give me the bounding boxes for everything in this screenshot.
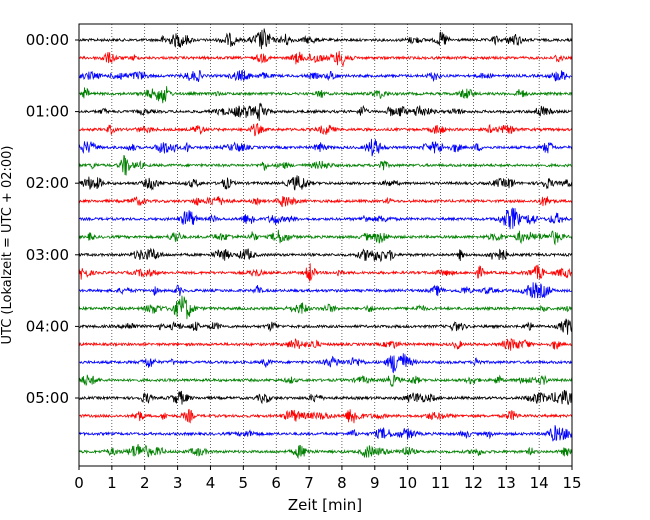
- y-tick-label: 05:00: [26, 389, 69, 407]
- y-axis-ticks: 00:00 01:00 02:00 03:00 04:00 05:00: [26, 31, 79, 407]
- x-axis-ticks: 0 1 2 3 4 5 6 7 8 9 10 11 12 13 14 15: [74, 466, 582, 492]
- x-tick-label: 0: [74, 474, 84, 492]
- trace-0100: [78, 102, 573, 121]
- trace-0245: [78, 229, 573, 246]
- trace-0430: [78, 353, 573, 374]
- x-tick-label: 4: [206, 474, 216, 492]
- trace-0500: [78, 389, 573, 405]
- x-tick-label: 15: [562, 474, 581, 492]
- y-tick-label: 02:00: [26, 174, 69, 192]
- x-tick-label: 2: [140, 474, 150, 492]
- trace-0300: [78, 247, 573, 263]
- trace-0145: [78, 154, 573, 176]
- x-tick-label: 9: [370, 474, 380, 492]
- x-tick-label: 12: [464, 474, 483, 492]
- x-tick-label: 1: [107, 474, 117, 492]
- trace-0045: [78, 86, 573, 104]
- trace-0030: [78, 69, 573, 83]
- trace-0130: [78, 138, 573, 157]
- x-tick-label: 6: [271, 474, 281, 492]
- trace-0215: [78, 196, 573, 208]
- x-tick-label: 7: [304, 474, 314, 492]
- trace-group: [78, 28, 573, 460]
- x-tick-label: 8: [337, 474, 347, 492]
- trace-0345: [78, 295, 573, 320]
- trace-0115: [78, 123, 573, 137]
- x-tick-label: 14: [530, 474, 549, 492]
- trace-0230: [78, 207, 573, 230]
- y-tick-label: 00:00: [26, 31, 69, 49]
- trace-0515: [78, 408, 573, 424]
- x-tick-label: 3: [173, 474, 183, 492]
- trace-0330: [78, 282, 573, 299]
- y-tick-label: 01:00: [26, 103, 69, 121]
- trace-0200: [78, 175, 573, 191]
- x-tick-label: 13: [497, 474, 516, 492]
- trace-0000: [78, 28, 573, 50]
- y-axis-label: UTC (Lokalzeit = UTC + 02:00): [0, 146, 15, 345]
- y-tick-label: 04:00: [26, 317, 69, 335]
- x-tick-label: 5: [239, 474, 249, 492]
- trace-0545: [78, 444, 573, 460]
- trace-0415: [78, 338, 573, 351]
- x-tick-label: 11: [431, 474, 450, 492]
- trace-0015: [78, 50, 573, 68]
- trace-0400: [78, 318, 573, 335]
- y-tick-label: 03:00: [26, 246, 69, 264]
- x-axis-label: Zeit [min]: [288, 496, 362, 514]
- trace-0445: [78, 374, 573, 388]
- trace-0315: [78, 263, 573, 282]
- x-tick-label: 10: [398, 474, 417, 492]
- plot-frame: [78, 23, 573, 467]
- trace-0530: [78, 425, 573, 442]
